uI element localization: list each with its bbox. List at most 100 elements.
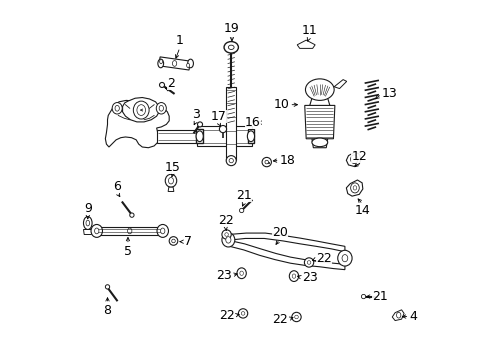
Ellipse shape bbox=[115, 105, 119, 111]
Ellipse shape bbox=[133, 101, 149, 119]
Ellipse shape bbox=[94, 228, 99, 234]
Polygon shape bbox=[297, 40, 314, 48]
Ellipse shape bbox=[396, 312, 400, 318]
Polygon shape bbox=[105, 100, 169, 148]
Ellipse shape bbox=[168, 177, 173, 184]
Polygon shape bbox=[346, 152, 360, 166]
Ellipse shape bbox=[305, 79, 333, 100]
Ellipse shape bbox=[304, 258, 313, 267]
Ellipse shape bbox=[157, 225, 168, 237]
Ellipse shape bbox=[289, 271, 298, 282]
Ellipse shape bbox=[237, 268, 246, 279]
Ellipse shape bbox=[165, 174, 176, 187]
Ellipse shape bbox=[241, 312, 244, 315]
Text: 22: 22 bbox=[218, 214, 233, 227]
Text: 8: 8 bbox=[103, 304, 111, 317]
Text: 6: 6 bbox=[113, 180, 121, 193]
Ellipse shape bbox=[127, 228, 132, 234]
Text: 23: 23 bbox=[301, 271, 317, 284]
Text: 14: 14 bbox=[354, 204, 370, 217]
Text: 18: 18 bbox=[279, 154, 295, 167]
Ellipse shape bbox=[186, 63, 189, 67]
Ellipse shape bbox=[262, 157, 271, 167]
Ellipse shape bbox=[105, 285, 109, 289]
Polygon shape bbox=[346, 180, 362, 196]
Text: 21: 21 bbox=[371, 290, 387, 303]
Ellipse shape bbox=[169, 237, 178, 245]
Text: 23: 23 bbox=[216, 269, 231, 282]
Polygon shape bbox=[309, 98, 329, 105]
Ellipse shape bbox=[247, 131, 254, 141]
Ellipse shape bbox=[239, 271, 243, 275]
Polygon shape bbox=[196, 129, 203, 143]
Polygon shape bbox=[304, 105, 334, 139]
Text: 9: 9 bbox=[83, 202, 92, 215]
Ellipse shape bbox=[196, 131, 203, 141]
Text: 5: 5 bbox=[123, 244, 132, 257]
Ellipse shape bbox=[228, 158, 233, 163]
Ellipse shape bbox=[239, 208, 244, 213]
Ellipse shape bbox=[86, 220, 89, 226]
Ellipse shape bbox=[156, 103, 166, 114]
Ellipse shape bbox=[350, 183, 359, 193]
Text: 15: 15 bbox=[164, 161, 181, 174]
Text: 13: 13 bbox=[381, 87, 396, 100]
Ellipse shape bbox=[292, 274, 295, 278]
Polygon shape bbox=[391, 310, 403, 320]
Ellipse shape bbox=[129, 213, 134, 217]
Ellipse shape bbox=[158, 59, 163, 68]
Polygon shape bbox=[93, 227, 165, 234]
Text: 21: 21 bbox=[236, 189, 252, 202]
Ellipse shape bbox=[159, 82, 164, 87]
Text: 1: 1 bbox=[176, 34, 183, 47]
Ellipse shape bbox=[172, 60, 176, 66]
Ellipse shape bbox=[222, 230, 231, 239]
Ellipse shape bbox=[291, 312, 301, 321]
Ellipse shape bbox=[137, 105, 145, 116]
Ellipse shape bbox=[224, 233, 228, 236]
Ellipse shape bbox=[225, 237, 230, 243]
Ellipse shape bbox=[350, 155, 357, 163]
Ellipse shape bbox=[294, 315, 298, 319]
Ellipse shape bbox=[224, 41, 238, 53]
Text: 3: 3 bbox=[192, 108, 200, 121]
Ellipse shape bbox=[159, 105, 163, 111]
Polygon shape bbox=[156, 130, 201, 143]
Text: 22: 22 bbox=[218, 309, 234, 322]
Ellipse shape bbox=[352, 186, 356, 190]
Text: 20: 20 bbox=[271, 226, 287, 239]
Ellipse shape bbox=[187, 59, 193, 68]
Polygon shape bbox=[226, 87, 236, 160]
Ellipse shape bbox=[361, 294, 365, 299]
Text: 22: 22 bbox=[272, 312, 287, 326]
Polygon shape bbox=[333, 80, 346, 89]
Text: 22: 22 bbox=[316, 252, 331, 265]
Ellipse shape bbox=[83, 217, 92, 229]
Polygon shape bbox=[168, 187, 174, 192]
Text: 2: 2 bbox=[167, 77, 175, 90]
Ellipse shape bbox=[306, 261, 310, 264]
Polygon shape bbox=[228, 240, 344, 270]
Ellipse shape bbox=[219, 126, 226, 133]
Ellipse shape bbox=[238, 309, 247, 318]
Polygon shape bbox=[197, 126, 251, 146]
Polygon shape bbox=[122, 98, 159, 122]
Ellipse shape bbox=[264, 160, 268, 164]
Text: 7: 7 bbox=[183, 235, 191, 248]
Text: 19: 19 bbox=[224, 22, 239, 35]
Ellipse shape bbox=[226, 156, 236, 166]
Text: 10: 10 bbox=[273, 98, 289, 111]
Text: 11: 11 bbox=[301, 24, 316, 37]
Ellipse shape bbox=[159, 59, 162, 64]
Text: 17: 17 bbox=[210, 110, 226, 123]
Ellipse shape bbox=[341, 255, 347, 262]
Ellipse shape bbox=[311, 138, 327, 147]
Ellipse shape bbox=[228, 45, 234, 49]
Polygon shape bbox=[228, 233, 344, 252]
Text: 4: 4 bbox=[408, 310, 416, 323]
Ellipse shape bbox=[222, 233, 234, 247]
Ellipse shape bbox=[337, 250, 351, 266]
Ellipse shape bbox=[112, 103, 122, 114]
Polygon shape bbox=[311, 139, 327, 148]
Ellipse shape bbox=[197, 122, 202, 127]
